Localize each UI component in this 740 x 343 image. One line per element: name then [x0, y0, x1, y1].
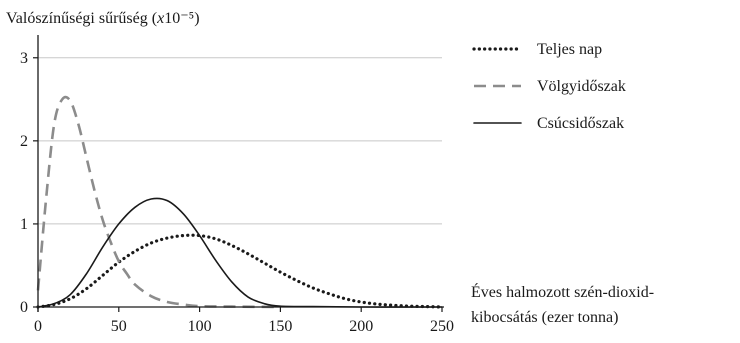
- y-axis-title: Valószínűségi sűrűség (x10⁻⁵): [6, 10, 200, 27]
- plot-area: [36, 95, 444, 309]
- x-axis-title-line2: kibocsátás (ezer tonna): [471, 309, 618, 326]
- y-tick-label: 0: [20, 299, 28, 316]
- x-tick-label: 250: [430, 318, 454, 335]
- legend-label-csucsidoszak: Csúcsidőszak: [537, 115, 624, 132]
- legend-label-volgyidoszak: Völgyidőszak: [537, 78, 626, 95]
- y-tick-label: 2: [20, 133, 28, 150]
- y-axis-title-suffix: 10⁻⁵): [164, 10, 199, 27]
- x-axis-title-line1: Éves halmozott szén-dioxid-: [471, 282, 654, 301]
- y-tick-label: 1: [20, 216, 28, 233]
- x-tick-label: 50: [111, 318, 127, 335]
- y-axis-title-variable: x: [156, 10, 164, 27]
- y-tick-label: 3: [20, 50, 28, 67]
- series-line-volgyidoszak: [36, 95, 281, 309]
- x-tick-label: 100: [188, 318, 212, 335]
- series-line-csucsidoszak: [37, 197, 443, 308]
- x-tick-label: 200: [349, 318, 373, 335]
- grid-lines: [38, 57, 442, 225]
- axes: 0 1 2 3 0 50 100 150 200 250: [20, 35, 454, 335]
- series-line-teljes-nap: [36, 233, 444, 309]
- x-tick-label: 150: [268, 318, 292, 335]
- x-tick-label: 0: [34, 318, 42, 335]
- legend: Teljes nap Völgyidőszak Csúcsidőszak: [472, 41, 626, 132]
- y-axis-title-prefix: Valószínűségi sűrűség (: [6, 10, 157, 27]
- legend-label-teljes-nap: Teljes nap: [537, 41, 602, 58]
